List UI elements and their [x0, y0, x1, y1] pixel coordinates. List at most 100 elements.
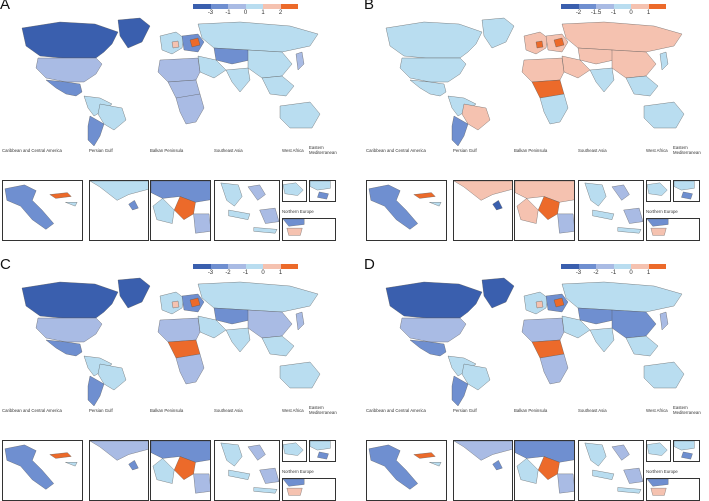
inset-region	[128, 460, 139, 471]
legend-ticks: -3 -2 -1 0 1	[193, 269, 298, 279]
region-japan	[295, 311, 305, 331]
inset-title-persian: Persian Gulf	[89, 408, 113, 413]
legend-color-bar	[561, 264, 666, 269]
inset-region	[454, 181, 512, 201]
region-australia	[643, 101, 685, 129]
inset-region	[283, 219, 305, 227]
region-africa-south	[175, 93, 205, 125]
region-na-north	[21, 21, 119, 59]
inset-region	[368, 444, 418, 490]
inset-title-balkan: Balkan Peninsula	[150, 408, 184, 413]
legend-tick-label: -1	[242, 270, 249, 276]
legend-swatch	[193, 4, 211, 9]
inset-title-balkan: Balkan Peninsula	[514, 408, 548, 413]
legend-color-bar	[193, 4, 298, 9]
inset-title-eastmed: Eastern Mediterranean	[309, 405, 337, 415]
region-na-north	[21, 281, 119, 319]
inset-map-westafrica	[646, 180, 671, 202]
inset-region	[617, 227, 642, 234]
inset-region	[647, 442, 668, 456]
legend-tick-label: 1	[278, 270, 283, 276]
panel-d: D -3 -2 -1 0 1 Caribbean and Central America…	[364, 256, 709, 501]
inset-title-balkan: Balkan Peninsula	[514, 148, 548, 153]
inset-title-persian: Persian Gulf	[453, 148, 477, 153]
inset-title-westafrica: West Africa	[646, 148, 668, 153]
legend-tick-label: 2	[278, 10, 283, 16]
region-argentina	[451, 375, 469, 407]
inset-region	[429, 202, 442, 207]
region-mexico	[409, 339, 447, 357]
inset-title-westafrica: West Africa	[282, 408, 304, 413]
region-africa-north	[521, 57, 565, 83]
inset-title-seasia: Southeast Asia	[578, 148, 607, 153]
inset-map-northeurope	[282, 478, 336, 501]
legend-swatch	[245, 264, 263, 269]
region-greenland	[481, 277, 515, 309]
inset-region	[49, 192, 72, 199]
region-mexico	[409, 79, 447, 97]
inset-region	[674, 181, 695, 191]
inset-region	[647, 479, 669, 487]
region-greenland	[117, 17, 151, 49]
inset-map-balkan	[150, 440, 211, 501]
inset-map-northeurope	[282, 218, 336, 241]
inset-region	[516, 458, 539, 484]
region-hotspot	[189, 37, 201, 48]
legend-tick-label: -1	[610, 270, 617, 276]
inset-title-northeurope: Northern Europe	[646, 469, 678, 474]
legend-swatch	[228, 4, 246, 9]
region-australia	[279, 101, 321, 129]
inset-region	[538, 196, 560, 220]
panel-a: A -3 -1 0 1 2 Caribbean and Central America P…	[0, 0, 345, 241]
inset-title-persian: Persian Gulf	[453, 408, 477, 413]
inset-region	[647, 219, 669, 227]
inset-region	[516, 198, 539, 224]
legend-swatch	[263, 264, 281, 269]
region-argentina	[451, 115, 469, 147]
region-hotspot2	[171, 300, 180, 309]
region-china	[247, 49, 293, 79]
legend-swatch	[561, 264, 579, 269]
region-japan	[295, 51, 305, 71]
inset-region	[492, 460, 503, 471]
inset-region	[286, 487, 303, 496]
legend-swatch	[193, 264, 211, 269]
inset-map-caribbean	[2, 440, 83, 501]
legend-swatch	[596, 264, 614, 269]
legend-swatch	[280, 264, 298, 269]
panel-c: C -3 -2 -1 0 1 Caribbean and Central America…	[0, 256, 345, 501]
region-mexico	[45, 79, 83, 97]
region-china	[611, 309, 657, 339]
legend-tick-label: -3	[575, 270, 582, 276]
region-mexico	[45, 339, 83, 357]
legend-tick-label: -2	[593, 270, 599, 276]
inset-map-northeurope	[646, 218, 700, 241]
legend: -2 -1.5 -1 0 1	[561, 4, 666, 19]
inset-region	[4, 184, 54, 230]
region-africa-south	[539, 93, 569, 125]
inset-region	[228, 209, 251, 220]
inset-region	[65, 202, 78, 207]
region-china	[611, 49, 657, 79]
inset-region	[681, 191, 693, 200]
inset-title-seasia: Southeast Asia	[214, 148, 243, 153]
inset-title-eastmed: Eastern Mediterranean	[673, 145, 701, 155]
inset-region	[413, 192, 436, 199]
inset-region	[193, 213, 210, 234]
legend-swatch	[210, 4, 228, 9]
inset-region	[49, 452, 72, 459]
inset-region	[247, 444, 266, 461]
legend-swatch	[561, 4, 579, 9]
world-map	[385, 277, 685, 407]
region-china	[247, 309, 293, 339]
inset-region	[228, 469, 251, 480]
panel-letter: C	[0, 256, 11, 273]
region-se-asia	[625, 335, 659, 357]
inset-map-eastmed	[309, 440, 336, 462]
region-africa-north	[521, 317, 565, 343]
region-africa-north	[157, 317, 201, 343]
inset-region	[4, 444, 54, 490]
region-se-asia	[261, 335, 295, 357]
legend-swatch	[210, 264, 228, 269]
inset-region	[592, 209, 615, 220]
